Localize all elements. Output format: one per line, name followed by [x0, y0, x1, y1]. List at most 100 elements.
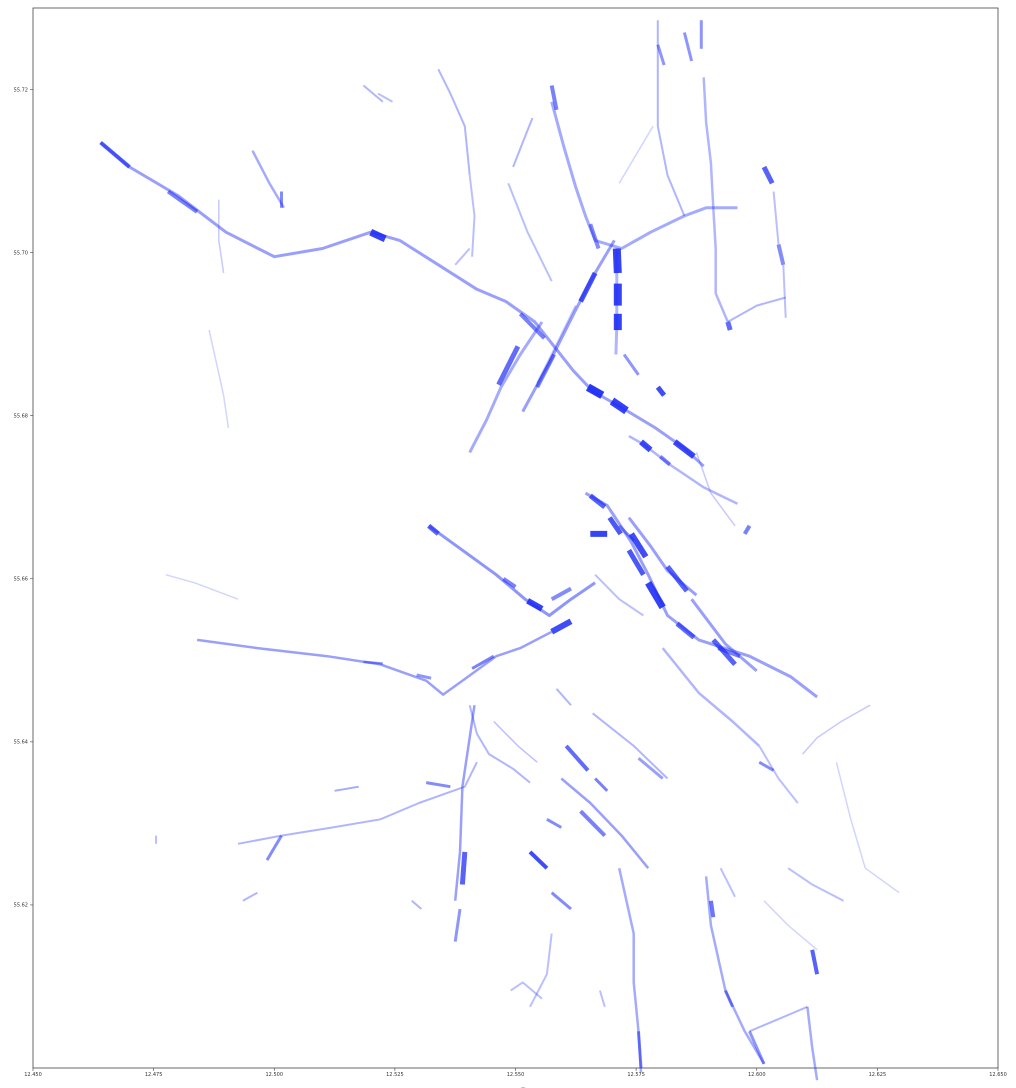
street-segment-3: [369, 229, 387, 242]
street-segment-57: [550, 618, 573, 635]
street-segment-60: [416, 673, 432, 680]
y-tick-label-4: 55.70: [14, 250, 28, 256]
street-segment-101: [468, 175, 476, 257]
street-segment-103: [377, 92, 393, 103]
street-segment-104: [507, 182, 553, 282]
plot-border: [32, 7, 999, 1069]
street-segment-49: [661, 647, 761, 747]
street-segment-77: [550, 891, 572, 911]
street-segment-61: [363, 660, 383, 665]
y-tick-label-2: 55.66: [14, 577, 28, 583]
street-segment-9: [612, 248, 622, 274]
street-segment-6: [609, 397, 629, 415]
street-segment-30: [496, 345, 521, 386]
street-segment-0: [99, 141, 705, 468]
street-segment-23: [761, 165, 775, 185]
street-segment-19: [725, 321, 733, 331]
street-segment-69: [592, 712, 669, 780]
street-segment-17: [588, 223, 601, 250]
street-segment-116: [454, 247, 471, 266]
y-tick-label-3: 55.68: [14, 413, 28, 419]
street-segment-45: [628, 532, 649, 559]
street-segment-29: [468, 321, 544, 454]
street-segment-117: [618, 125, 654, 184]
street-segment-106: [362, 84, 384, 103]
street-segment-16: [549, 85, 559, 111]
y-tick-label-5: 55.72: [14, 87, 28, 93]
street-segment-35: [659, 454, 672, 467]
street-segment-14: [535, 353, 556, 389]
street-segment-27: [656, 20, 686, 217]
street-segment-84: [787, 867, 845, 902]
street-segment-59: [471, 654, 495, 670]
street-segment-36: [742, 524, 752, 535]
street-segment-4: [518, 312, 546, 340]
street-segment-98: [251, 150, 285, 209]
street-segment-26: [782, 264, 787, 318]
street-segment-112: [835, 762, 900, 894]
street-segment-63: [237, 761, 478, 845]
street-segment-65: [334, 785, 359, 792]
street-segment-58: [196, 630, 553, 696]
street-segment-68: [453, 908, 462, 942]
plot-frame: [32, 7, 999, 1069]
street-segment-50: [690, 598, 758, 673]
x-tick-label-2: 12.500: [266, 1072, 284, 1078]
street-segment-15: [550, 101, 738, 250]
x-tick-label-1: 12.475: [145, 1072, 163, 1078]
street-segment-79: [704, 876, 766, 1065]
street-segment-78: [529, 933, 553, 1008]
street-segment-74: [579, 809, 607, 838]
street-segment-13: [578, 271, 598, 303]
street-segment-80: [708, 900, 716, 918]
y-axis: 55.62 55.64 55.66 55.68 55.70 55.72: [14, 87, 33, 909]
street-segment-88: [265, 834, 283, 861]
street-segment-70: [564, 744, 590, 772]
street-segment-110: [758, 745, 799, 804]
street-segment-108: [208, 329, 230, 429]
x-tick-label-5: 12.575: [627, 1072, 645, 1078]
street-segment-25: [776, 244, 786, 266]
street-segment-67: [459, 851, 468, 885]
x-tick-label-0: 12.450: [24, 1072, 42, 1078]
street-segment-86: [810, 949, 820, 975]
street-segment-18: [702, 77, 729, 323]
street-segment-64: [425, 781, 451, 789]
street-segment-87: [719, 867, 736, 898]
street-segment-118: [493, 720, 538, 763]
street-segments: [99, 20, 900, 1088]
street-segment-105: [536, 305, 577, 384]
x-tick-label-7: 12.625: [869, 1072, 887, 1078]
street-segment-53: [427, 523, 440, 536]
street-segment-2: [166, 189, 199, 214]
y-tick-label-1: 55.64: [14, 740, 28, 746]
street-segment-34: [639, 439, 653, 453]
street-segment-109: [165, 573, 239, 600]
street-segment-38: [588, 493, 607, 509]
street-segment-76: [528, 850, 549, 870]
x-tick-label-8: 12.650: [989, 1072, 1007, 1078]
street-segment-47: [618, 524, 635, 542]
street-segment-22: [727, 296, 786, 323]
street-segment-46: [665, 564, 689, 593]
street-segment-7: [672, 439, 696, 459]
street-segment-82: [748, 1030, 766, 1065]
street-segment-113: [763, 900, 818, 951]
street-segment-52: [427, 524, 596, 617]
street-segment-32: [655, 385, 667, 397]
street-segment-42: [675, 621, 696, 640]
street-segment-62: [468, 704, 531, 784]
street-segment-37: [584, 491, 819, 699]
street-segment-89: [242, 891, 258, 902]
street-segment-92: [510, 981, 543, 1000]
street-segment-75: [546, 817, 563, 829]
street-segment-72: [637, 757, 664, 780]
x-tick-label-6: 12.600: [748, 1072, 766, 1078]
street-segment-41: [645, 581, 666, 610]
street-segment-51: [711, 638, 737, 667]
y-tick-label-0: 55.62: [14, 903, 28, 909]
street-segment-94: [598, 990, 606, 1008]
street-segment-20: [682, 32, 694, 62]
x-tick-label-4: 12.550: [507, 1072, 525, 1078]
